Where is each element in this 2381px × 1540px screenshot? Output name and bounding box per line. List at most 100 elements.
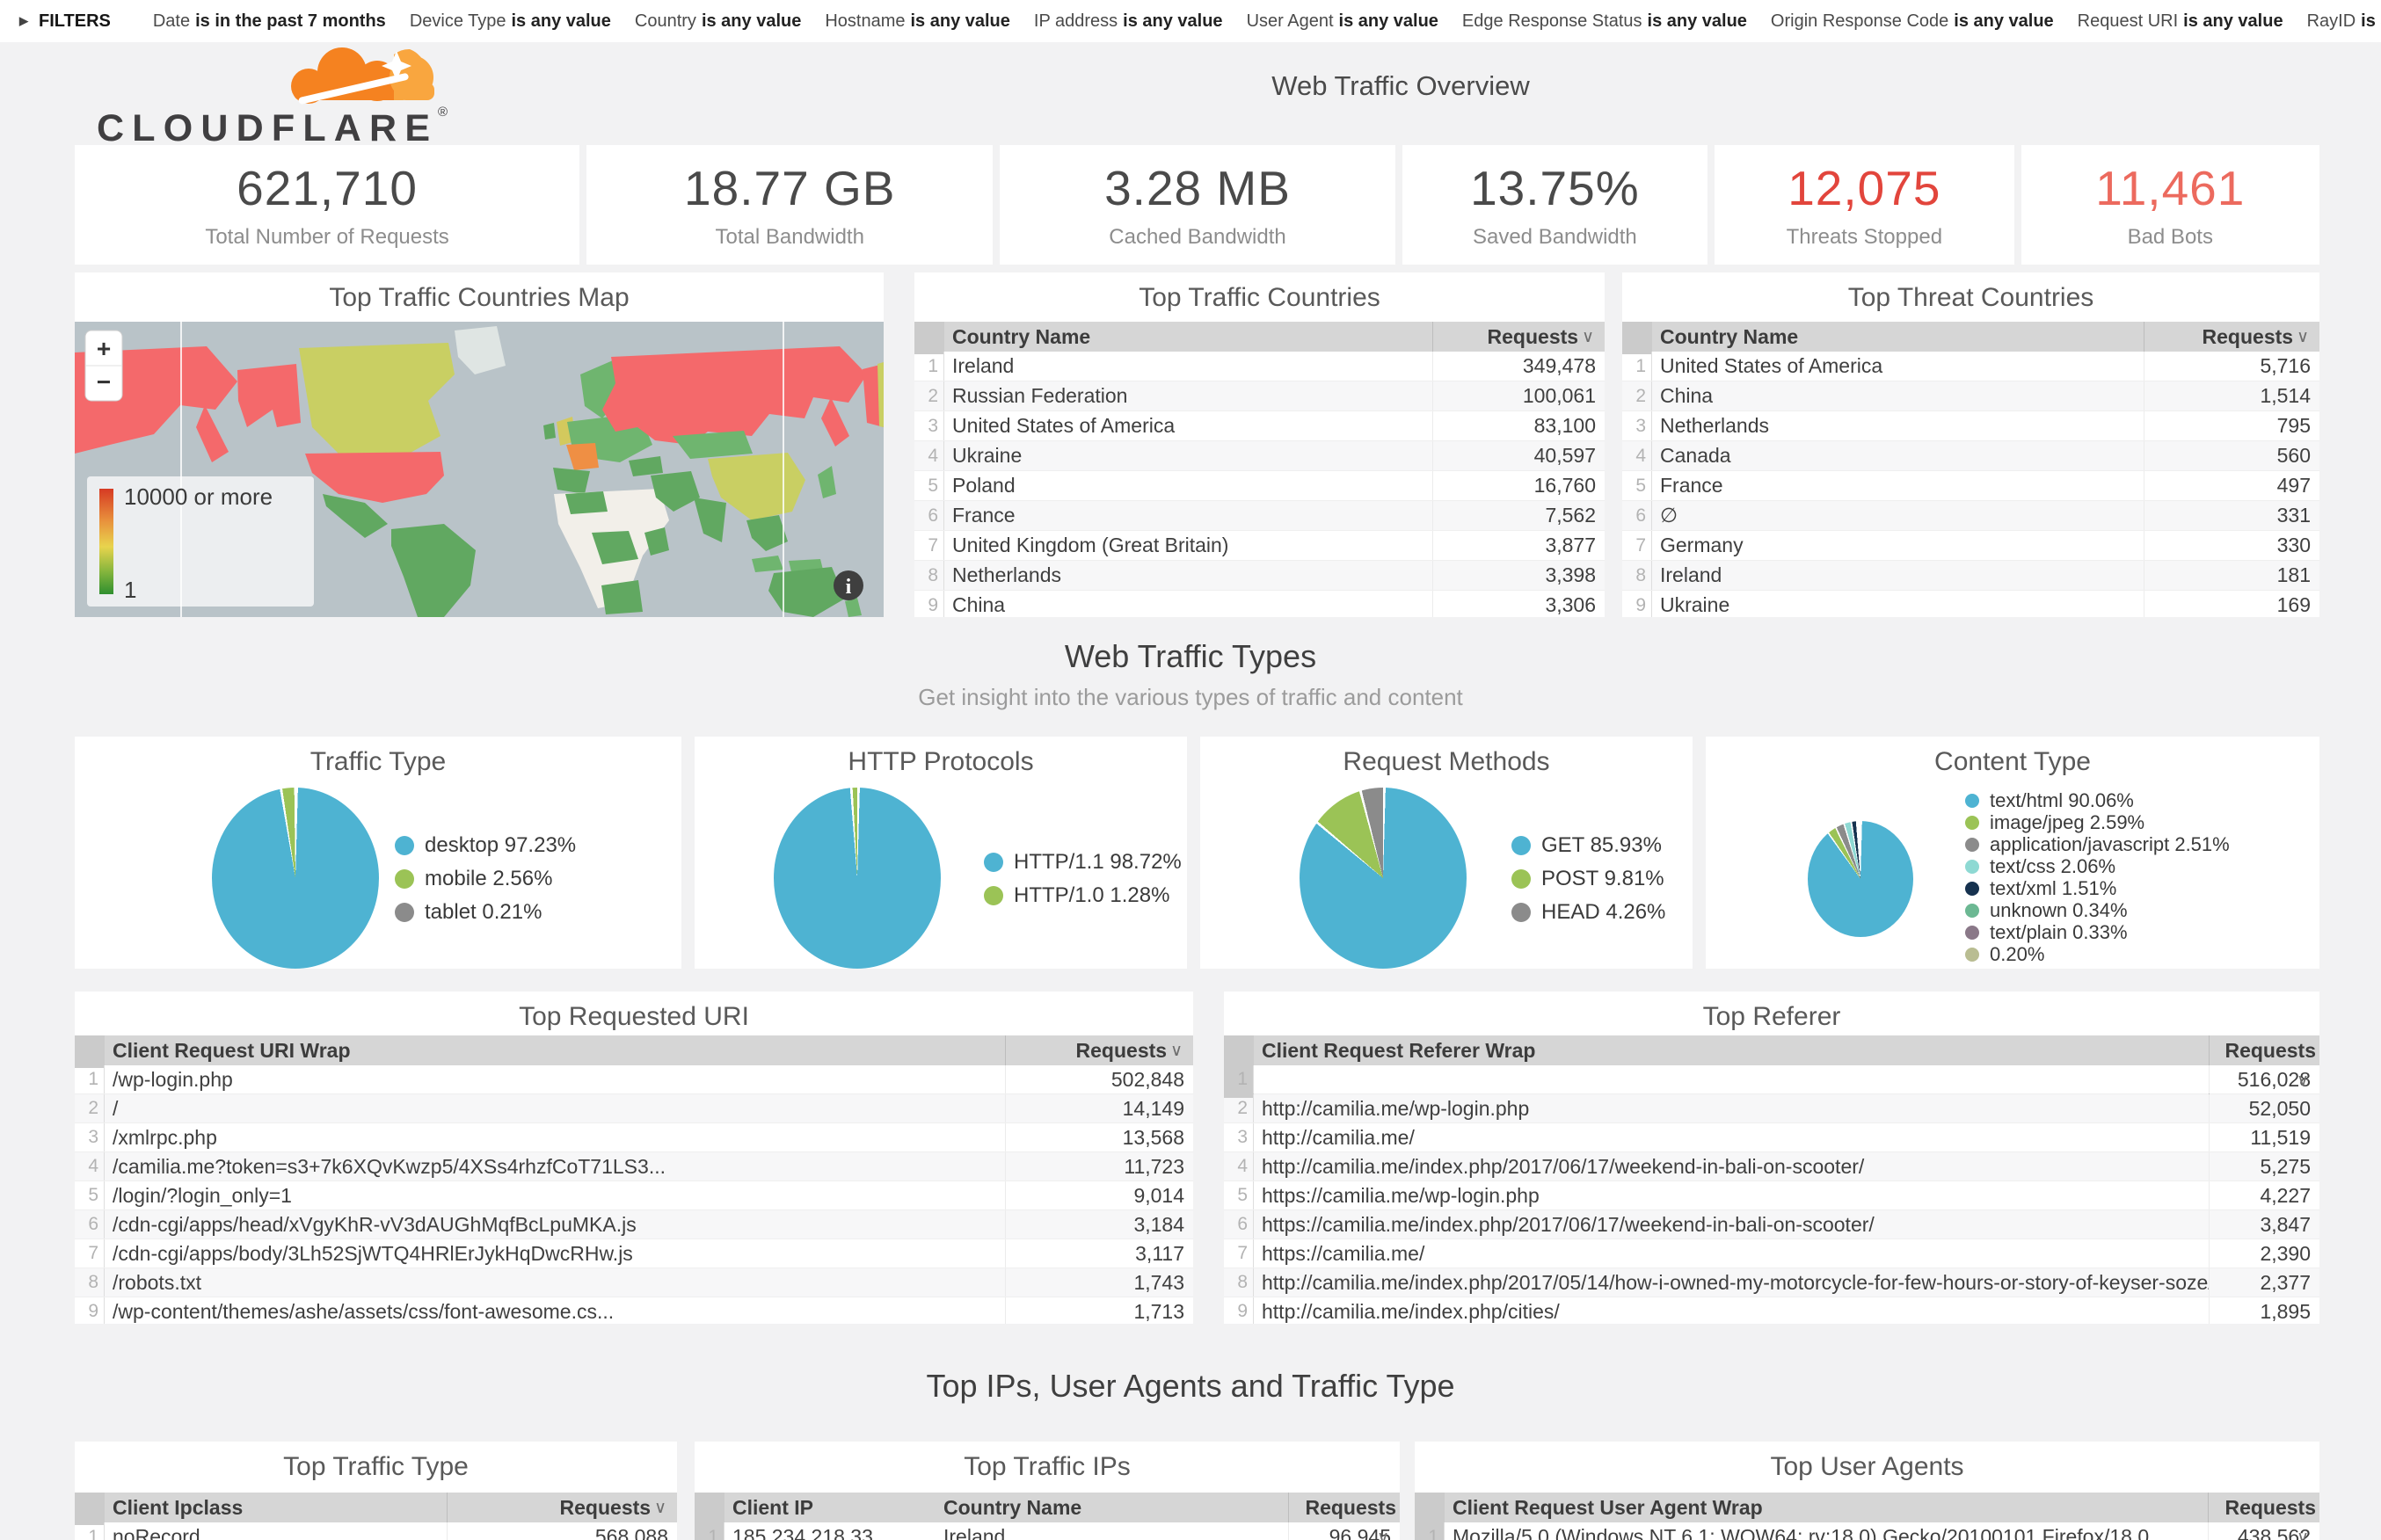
table-row[interactable]: 9 Ukraine 169	[1622, 591, 2319, 617]
filter-item[interactable]: Origin Response Code is any value	[1771, 11, 2054, 31]
filter-item[interactable]: IP address is any value	[1034, 11, 1223, 31]
table-row[interactable]: 2 / 14,149	[75, 1094, 1193, 1123]
filter-item[interactable]: Device Type is any value	[410, 11, 611, 31]
table-row[interactable]: 7/cdn-cgi/apps/body/3Lh52SjWTQ4HRlErJykH…	[75, 1239, 1193, 1268]
http-protocols-pie-chart[interactable]	[774, 788, 941, 969]
row-label: Poland	[952, 474, 1016, 497]
table-row[interactable]: 1 United States of America 5,716	[1622, 352, 2319, 381]
filter-item[interactable]: Request URI is any value	[2078, 11, 2283, 31]
row-label: http://camilia.me/	[1262, 1126, 1415, 1149]
table-row[interactable]: 3/xmlrpc.php 13,568	[75, 1123, 1193, 1152]
table-row[interactable]: 7 United Kingdom (Great Britain) 3,877	[914, 531, 1605, 561]
legend-dot-icon	[1965, 815, 1979, 830]
table-row[interactable]: 3 http://camilia.me/11,519	[1224, 1123, 2319, 1152]
filter-item[interactable]: Edge Response Status is any value	[1462, 11, 1747, 31]
table-row[interactable]: 1 noRecord 568,088	[75, 1522, 677, 1540]
table-row[interactable]: 8/robots.txt 1,743	[75, 1268, 1193, 1297]
legend-item[interactable]: HTTP/1.0 1.28%	[984, 879, 1182, 912]
legend-item[interactable]: GET 85.93%	[1511, 829, 1665, 862]
table-row[interactable]: 6/cdn-cgi/apps/head/xVgyKhR-vV3dAUGhMqfB…	[75, 1210, 1193, 1239]
table-row[interactable]: 6 ∅ 331	[1622, 501, 2319, 531]
table-row[interactable]: 1 516,028	[1224, 1065, 2319, 1094]
table-row[interactable]: 7 Germany 330	[1622, 531, 2319, 561]
legend-item[interactable]: POST 9.81%	[1511, 862, 1665, 896]
column-header-requests[interactable]: Requests	[1432, 322, 1605, 354]
table-row[interactable]: 6 https://camilia.me/index.php/2017/06/17…	[1224, 1210, 2319, 1239]
legend-item[interactable]: text/css 2.06%	[1965, 855, 2230, 877]
legend-item[interactable]: unknown 0.34%	[1965, 899, 2230, 921]
table-row[interactable]: 5 Poland 16,760	[914, 471, 1605, 501]
legend-item[interactable]: tablet 0.21%	[395, 896, 576, 929]
filter-item[interactable]: Hostname is any value	[825, 11, 1010, 31]
legend-max-label: 10000 or more	[124, 483, 273, 510]
row-label: Ireland	[943, 1525, 1006, 1540]
table-row[interactable]: 1 Mozilla/5.0 (Windows NT 6.1; WOW64; rv:…	[1415, 1522, 2319, 1540]
table-row[interactable]: 2 Russian Federation 100,061	[914, 381, 1605, 411]
map-zoom-control[interactable]: + −	[84, 330, 123, 402]
legend-item[interactable]: HEAD 4.26%	[1511, 896, 1665, 929]
legend-item[interactable]: text/html 90.06%	[1965, 789, 2230, 811]
kpi-total-bandwidth: 18.77 GB Total Bandwidth	[586, 145, 994, 265]
legend-item[interactable]: 0.20%	[1965, 943, 2230, 965]
table-row[interactable]: 4 Canada 560	[1622, 441, 2319, 471]
filter-field-value: is any value	[2183, 11, 2283, 31]
row-value: 3,184	[1005, 1210, 1193, 1239]
table-row[interactable]: 6 France 7,562	[914, 501, 1605, 531]
table-row[interactable]: 9 http://camilia.me/index.php/cities/1,89…	[1224, 1297, 2319, 1324]
table-row[interactable]: 7 https://camilia.me/2,390	[1224, 1239, 2319, 1268]
filter-item[interactable]: Date is in the past 7 months	[153, 11, 386, 31]
column-header-requests[interactable]: Requests	[2144, 322, 2319, 354]
filter-item[interactable]: User Agent is any value	[1247, 11, 1438, 31]
table-row[interactable]: 9/wp-content/themes/ashe/assets/css/font…	[75, 1297, 1193, 1324]
legend-label: image/jpeg 2.59%	[1990, 810, 2145, 833]
row-rank: 2	[914, 381, 944, 410]
sort-caret-icon	[2297, 1066, 2312, 1096]
map-info-button[interactable]: i	[834, 570, 863, 600]
table-row[interactable]: 4 http://camilia.me/index.php/2017/06/17/…	[1224, 1152, 2319, 1181]
table-row[interactable]: 8 Ireland 181	[1622, 561, 2319, 591]
table-row[interactable]: 8 http://camilia.me/index.php/2017/05/14/…	[1224, 1268, 2319, 1297]
filters-toggle[interactable]: ▶ FILTERS	[19, 11, 111, 32]
legend-item[interactable]: text/plain 0.33%	[1965, 921, 2230, 943]
column-header-client-request-uri-wrap: Client Request URI Wrap	[113, 1039, 351, 1062]
traffic-type-pie-chart[interactable]	[212, 788, 379, 969]
table-row[interactable]: 3 Netherlands 795	[1622, 411, 2319, 441]
column-header-requests[interactable]: Requests	[1288, 1493, 1400, 1540]
row-rank: 6	[1224, 1210, 1254, 1239]
world-traffic-map[interactable]: + − 10000 or more 1	[75, 322, 884, 617]
legend-item[interactable]: mobile 2.56%	[395, 862, 576, 896]
table-row[interactable]: 5/login/?login_only=1 9,014	[75, 1181, 1193, 1210]
table-row[interactable]: 4/camilia.me?token=s3+7k6XQvKwzp5/4XSs4r…	[75, 1152, 1193, 1181]
request-methods-pie-chart[interactable]	[1300, 788, 1467, 969]
kpi-label: Saved Bandwidth	[1472, 225, 1637, 249]
filter-item[interactable]: Country is any value	[635, 11, 801, 31]
table-row[interactable]: 8 Netherlands 3,398	[914, 561, 1605, 591]
legend-item[interactable]: text/xml 1.51%	[1965, 877, 2230, 899]
column-header-requests[interactable]: Requests	[447, 1493, 677, 1525]
table-row[interactable]: 1 185.234.218.33 Ireland 96,945	[695, 1522, 1400, 1540]
section-subtitle: Get insight into the various types of tr…	[918, 684, 1463, 710]
legend-dot-icon	[1965, 837, 1979, 852]
column-header-requests[interactable]: Requests	[2208, 1493, 2319, 1540]
zoom-out-button[interactable]: −	[97, 368, 111, 396]
table-row[interactable]: 1/wp-login.php 502,848	[75, 1065, 1193, 1094]
legend-item[interactable]: HTTP/1.1 98.72%	[984, 846, 1182, 879]
content-type-pie-chart[interactable]	[1808, 821, 1913, 937]
top-traffic-countries-panel: Top Traffic Countries Country Name Reques…	[914, 272, 1605, 617]
column-header-requests[interactable]: Requests	[1005, 1035, 1193, 1068]
legend-item[interactable]: application/javascript 2.51%	[1965, 833, 2230, 855]
table-row[interactable]: 4 Ukraine 40,597	[914, 441, 1605, 471]
zoom-in-button[interactable]: +	[97, 335, 111, 362]
legend-item[interactable]: image/jpeg 2.59%	[1965, 811, 2230, 833]
legend-item[interactable]: desktop 97.23%	[395, 829, 576, 862]
table-row[interactable]: 2 China 1,514	[1622, 381, 2319, 411]
table-row[interactable]: 5 France 497	[1622, 471, 2319, 501]
table-row[interactable]: 1 Ireland 349,478	[914, 352, 1605, 381]
table-row[interactable]: 5 https://camilia.me/wp-login.php 4,227	[1224, 1181, 2319, 1210]
row-value: 3,847	[2209, 1210, 2319, 1239]
table-row[interactable]: 9 China 3,306	[914, 591, 1605, 617]
table-row[interactable]: 2 http://camilia.me/wp-login.php 52,050	[1224, 1094, 2319, 1123]
table-row[interactable]: 3 United States of America 83,100	[914, 411, 1605, 441]
